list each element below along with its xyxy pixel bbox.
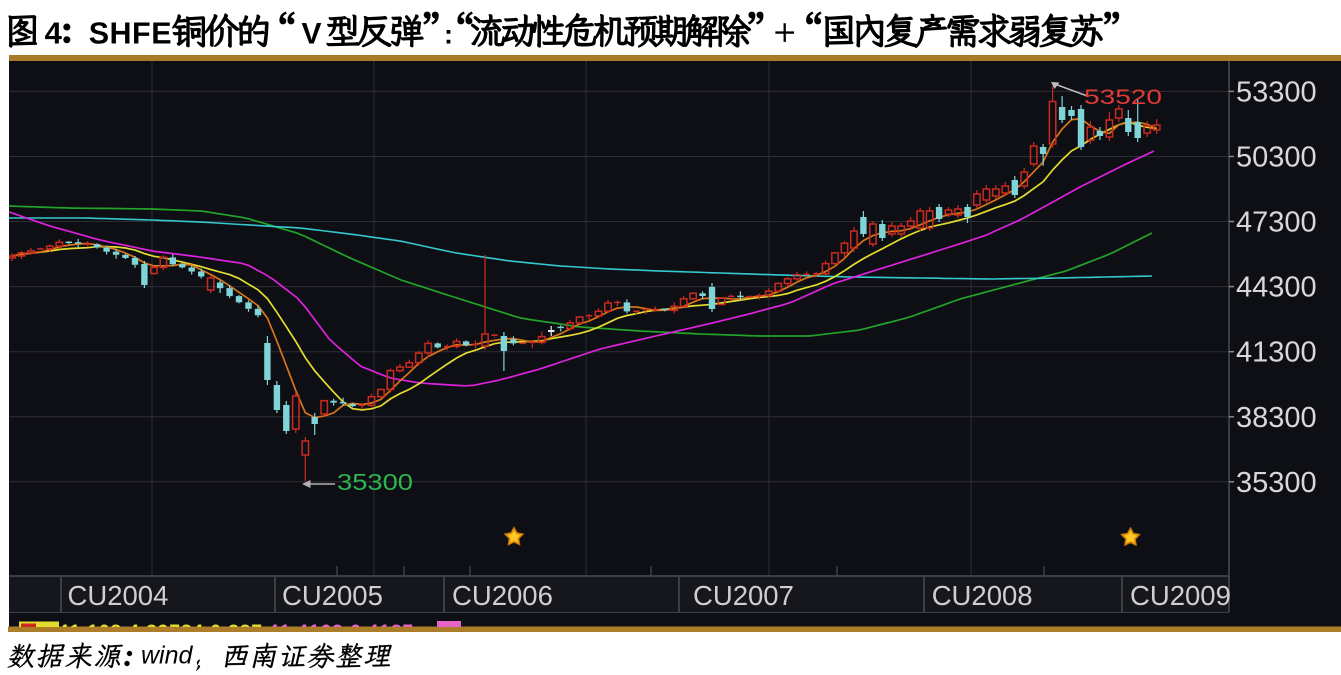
svg-text:41.4163 6 4187: 41.4163 6 4187	[268, 622, 414, 643]
svg-text:wind: wind	[141, 642, 194, 670]
svg-text:CU2009: CU2009	[1130, 580, 1231, 611]
svg-text:4: 4	[45, 16, 63, 51]
svg-text:47300: 47300	[1236, 207, 1317, 239]
svg-text:35300: 35300	[1236, 467, 1317, 499]
svg-text:V: V	[302, 18, 322, 51]
svg-text:50300: 50300	[1236, 142, 1317, 174]
svg-text:CU2006: CU2006	[452, 580, 553, 611]
svg-text:38300: 38300	[1236, 402, 1317, 434]
svg-text:44300: 44300	[1236, 272, 1317, 304]
svg-text:CU2008: CU2008	[932, 580, 1033, 611]
svg-text:41300: 41300	[1236, 337, 1317, 369]
svg-text:53520: 53520	[1084, 85, 1162, 109]
svg-text:35300: 35300	[337, 469, 413, 495]
svg-text:SHFE: SHFE	[89, 17, 172, 51]
svg-text:53300: 53300	[1236, 76, 1317, 108]
svg-text:CU2005: CU2005	[282, 580, 383, 611]
svg-text:CU2004: CU2004	[68, 580, 169, 611]
svg-text::: :	[444, 20, 453, 50]
svg-text:CU2007: CU2007	[693, 580, 794, 611]
svg-text:41.108 4 39784 0.387: 41.108 4 39784 0.387	[58, 622, 263, 643]
